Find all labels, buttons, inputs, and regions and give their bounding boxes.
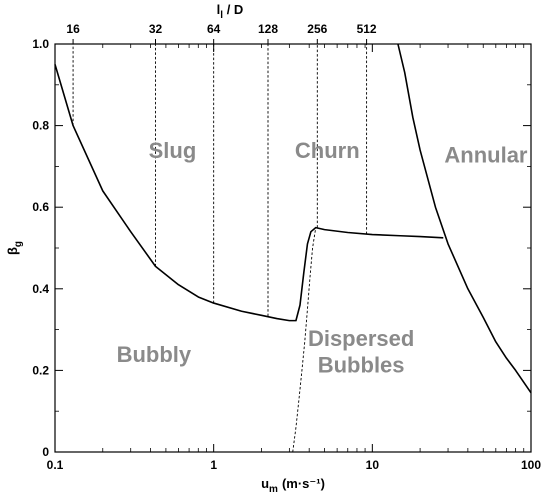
region-label-dispersed: Dispersed xyxy=(308,326,414,351)
x-tick-label-1: 1 xyxy=(210,458,217,472)
y-tick-label-4: 0.8 xyxy=(32,119,49,133)
boundary-line-1 xyxy=(397,43,532,394)
y-tick-label-0: 0 xyxy=(42,445,49,459)
x-tick-label-3: 100 xyxy=(521,458,541,472)
x-tick-label-2: 10 xyxy=(366,458,380,472)
region-label-bubbles: Bubbles xyxy=(318,352,405,377)
x-tick-label-0: 0.1 xyxy=(47,458,64,472)
y-axis-label: βg xyxy=(5,241,24,255)
boundary-line-0 xyxy=(54,64,444,322)
x-axis-label: um (m·s⁻¹) xyxy=(261,476,325,495)
region-label-bubbly: Bubbly xyxy=(117,342,192,367)
top-tick-label-1: 32 xyxy=(149,22,163,36)
y-tick-label-2: 0.4 xyxy=(32,282,49,296)
plot-frame xyxy=(54,43,532,453)
top-tick-label-0: 16 xyxy=(66,22,80,36)
top-tick-label-2: 64 xyxy=(207,22,221,36)
y-tick-label-1: 0.2 xyxy=(32,363,49,377)
top-tick-label-4: 256 xyxy=(307,22,327,36)
top-axis-label: ll / D xyxy=(217,2,244,21)
region-label-slug: Slug xyxy=(149,138,197,163)
region-label-annular: Annular xyxy=(444,142,528,167)
top-tick-label-3: 128 xyxy=(258,22,278,36)
y-tick-label-3: 0.6 xyxy=(32,200,49,214)
axis-ticks: 0.1 1 10 100 0 0.2 0.4 0.6 0.8 1.0 16 32 64 128 256 512 xyxy=(32,22,541,472)
y-tick-label-5: 1.0 xyxy=(32,37,49,51)
top-tick-label-5: 512 xyxy=(357,22,377,36)
region-label-churn: Churn xyxy=(295,138,360,163)
series-lines xyxy=(54,43,532,453)
dashed-line-2 xyxy=(292,227,317,453)
